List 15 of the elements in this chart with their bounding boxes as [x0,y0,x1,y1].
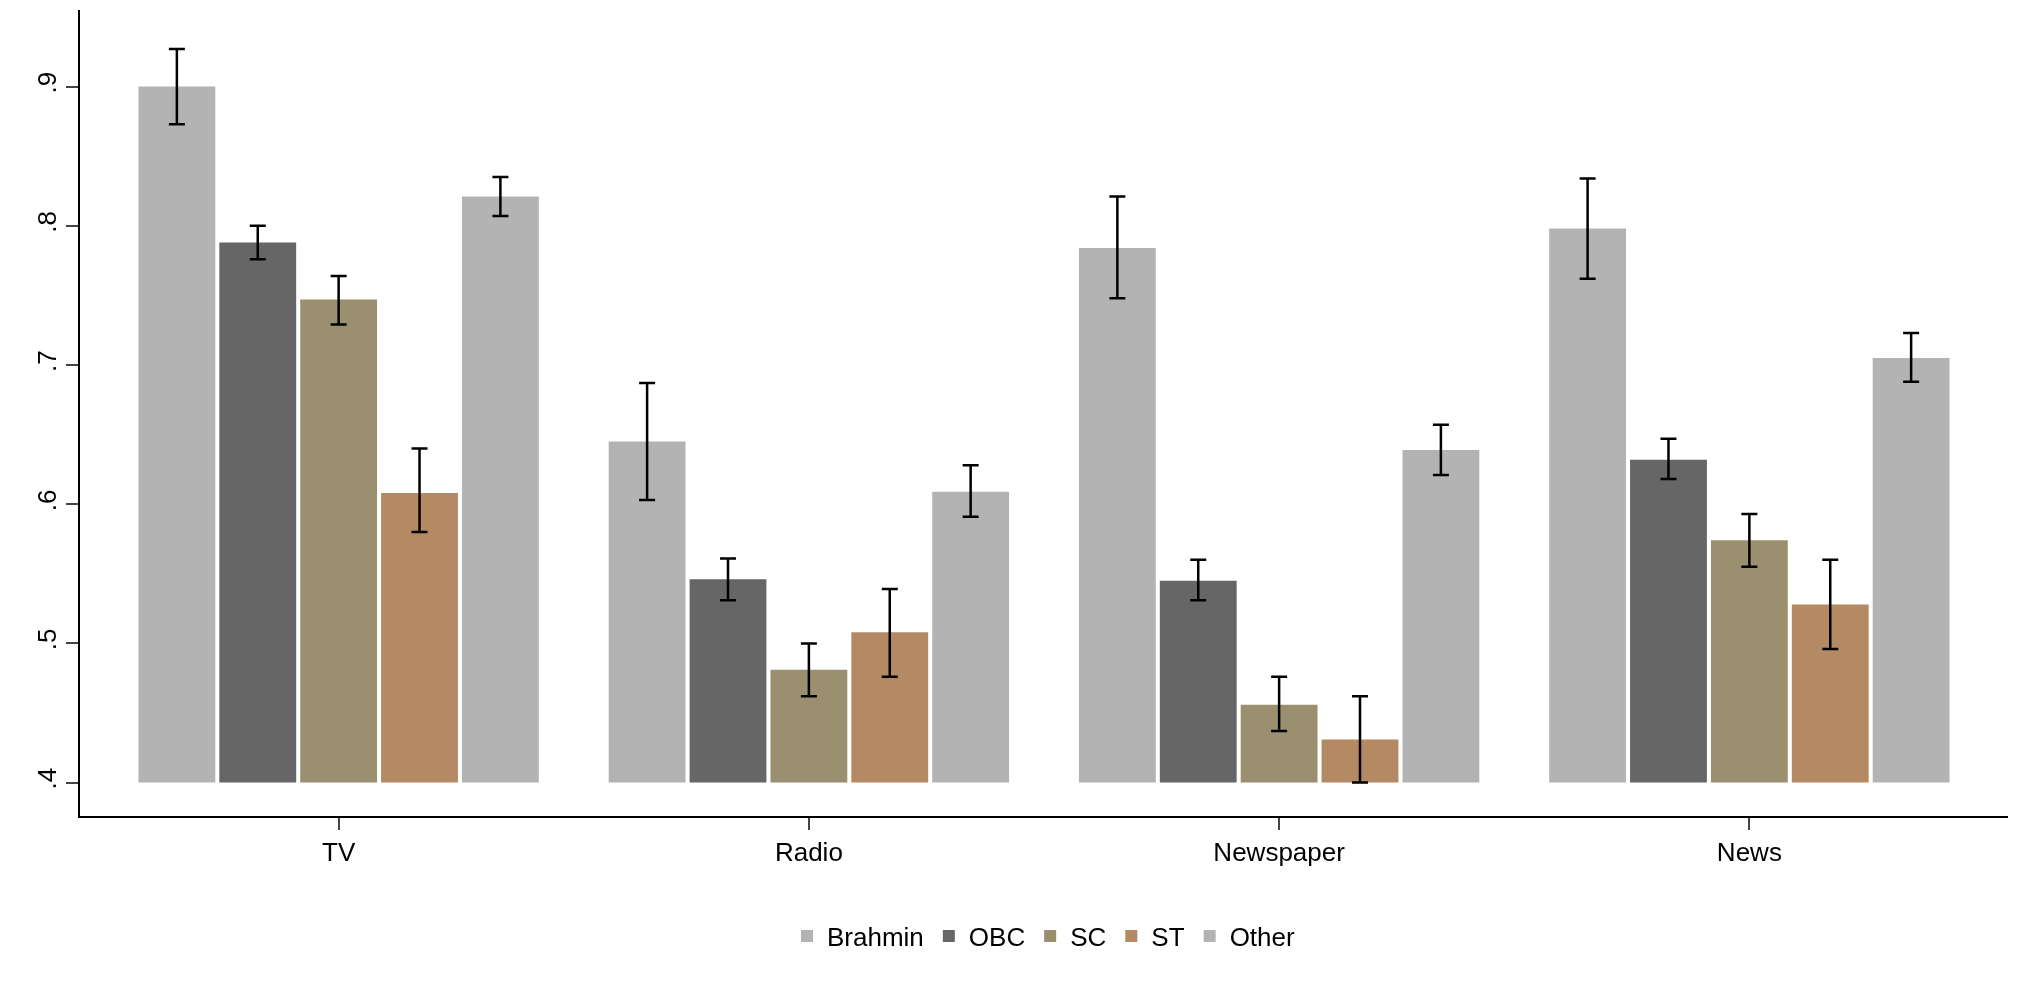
legend-label: Other [1229,922,1296,953]
legend-label: OBC [968,922,1026,953]
x-tick-label: TV [322,837,356,868]
y-tick-label: .4 [31,767,62,790]
y-tick-label: .7 [31,350,62,372]
y-tick-label: .8 [31,211,62,233]
x-tick-label: Newspaper [1213,837,1346,868]
y-tick-label: .5 [31,628,62,651]
legend-label: Brahmin [827,922,924,953]
y-tick-label: .9 [31,71,62,94]
x-tick-label: Radio [774,837,843,868]
legend-label: ST [1151,922,1185,953]
legend-label: SC [1070,922,1107,953]
y-tick-label: .6 [31,489,62,512]
x-tick-label: News [1716,837,1782,868]
